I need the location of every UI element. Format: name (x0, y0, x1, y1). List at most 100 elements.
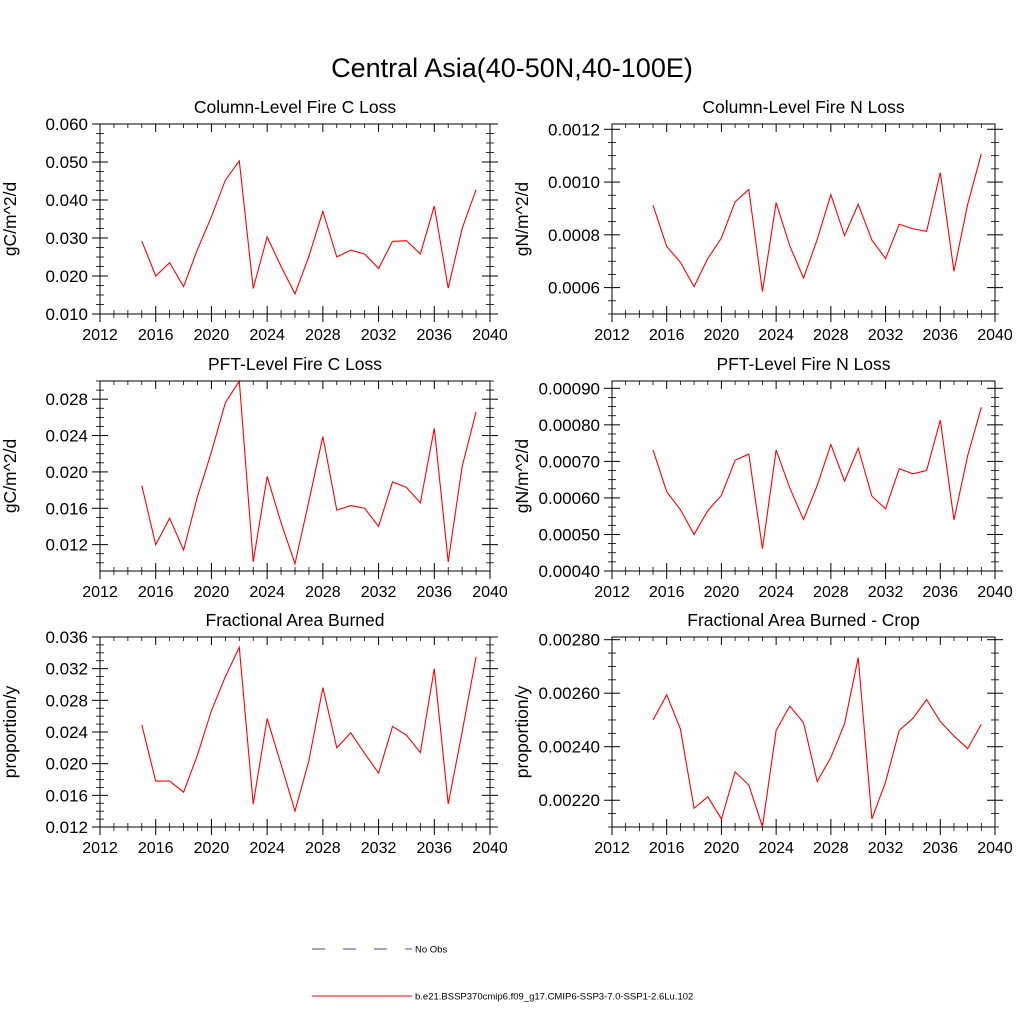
x-tick-label: 2020 (704, 584, 740, 601)
y-tick-label: 0.016 (45, 499, 88, 518)
plot-frame (611, 123, 996, 315)
panel-title: Fractional Area Burned (206, 610, 385, 630)
y-axis-label: gN/m^2/d (512, 439, 532, 513)
series-line (652, 407, 982, 549)
chart-panel-2: Column-Level Fire N Loss gN/m^2/d 2012 2016… (512, 97, 1013, 344)
plot-frame (99, 380, 491, 572)
x-tick-label: 2024 (249, 840, 285, 857)
x-tick-label: 2012 (594, 327, 630, 344)
y-tick-label: 0.028 (45, 390, 88, 409)
y-tick-label: 0.012 (45, 818, 88, 837)
y-tick-label: 0.032 (45, 660, 88, 679)
x-tick-label: 2040 (472, 584, 508, 601)
x-tick-label: 2036 (416, 584, 452, 601)
y-tick-label: 0.00260 (539, 684, 600, 703)
panel-title: Column-Level Fire C Loss (194, 97, 397, 117)
x-tick-label: 2020 (194, 584, 230, 601)
x-tick-label: 2016 (138, 840, 174, 857)
panel-title: Column-Level Fire N Loss (702, 97, 905, 117)
x-tick-label: 2040 (977, 327, 1013, 344)
x-tick-label: 2036 (922, 327, 958, 344)
plot-frame (99, 123, 491, 315)
x-tick-label: 2016 (138, 584, 174, 601)
panel-title: PFT-Level Fire N Loss (716, 354, 890, 374)
x-tick-label: 2040 (977, 584, 1013, 601)
x-tick-label: 2028 (813, 840, 849, 857)
y-tick-label: 0.00070 (539, 452, 600, 471)
y-tick-label: 0.00040 (539, 562, 600, 581)
y-tick-label: 0.040 (45, 191, 88, 210)
series-line (141, 379, 477, 566)
chart-panel-6: Fractional Area Burned - Crop proportion/… (512, 610, 1013, 857)
x-tick-label: 2036 (416, 327, 452, 344)
y-tick-label: 0.024 (45, 427, 88, 446)
series-line (141, 159, 477, 296)
x-tick-label: 2020 (704, 327, 740, 344)
y-tick-label: 0.00280 (539, 631, 600, 650)
series-line (652, 153, 982, 292)
chart-panel-5: Fractional Area Burned proportion/y 2012 20… (0, 610, 508, 857)
x-tick-label: 2028 (813, 584, 849, 601)
panels: Column-Level Fire C Loss gC/m^2/d 2012 2016… (0, 97, 1013, 857)
y-axis-label: proportion/y (512, 686, 532, 779)
x-tick-label: 2012 (594, 584, 630, 601)
x-tick-label: 2040 (977, 840, 1013, 857)
x-tick-label: 2028 (305, 327, 341, 344)
x-tick-label: 2012 (82, 840, 118, 857)
y-tick-label: 0.0012 (548, 120, 600, 139)
y-tick-label: 0.020 (45, 755, 88, 774)
x-tick-label: 2028 (813, 327, 849, 344)
x-tick-label: 2032 (361, 584, 397, 601)
y-tick-label: 0.024 (45, 723, 88, 742)
x-tick-label: 2024 (758, 840, 794, 857)
x-tick-label: 2040 (472, 327, 508, 344)
x-tick-label: 2024 (758, 584, 794, 601)
x-tick-label: 2016 (649, 840, 685, 857)
x-tick-label: 2036 (922, 840, 958, 857)
plot-frame (611, 636, 996, 828)
series-line (652, 657, 982, 827)
y-axis-label: gC/m^2/d (0, 439, 20, 513)
x-tick-label: 2024 (249, 327, 285, 344)
x-tick-label: 2016 (138, 327, 174, 344)
chart-panel-1: Column-Level Fire C Loss gC/m^2/d 2012 2016… (0, 97, 508, 344)
y-tick-label: 0.050 (45, 153, 88, 172)
y-tick-label: 0.00060 (539, 489, 600, 508)
x-tick-label: 2020 (194, 327, 230, 344)
x-tick-label: 2028 (305, 584, 341, 601)
y-tick-label: 0.030 (45, 229, 88, 248)
y-axis-label: gN/m^2/d (512, 182, 532, 256)
y-axis-label: gC/m^2/d (0, 182, 20, 256)
x-tick-label: 2024 (758, 327, 794, 344)
y-tick-label: 0.00220 (539, 791, 600, 810)
y-tick-label: 0.012 (45, 536, 88, 555)
x-tick-label: 2040 (472, 840, 508, 857)
y-tick-label: 0.00080 (539, 416, 600, 435)
series-line (141, 645, 477, 814)
x-tick-label: 2012 (594, 840, 630, 857)
y-tick-label: 0.036 (45, 628, 88, 647)
x-tick-label: 2036 (922, 584, 958, 601)
y-tick-label: 0.00090 (539, 379, 600, 398)
y-tick-label: 0.0008 (548, 226, 600, 245)
x-tick-label: 2032 (868, 584, 904, 601)
x-tick-label: 2020 (704, 840, 740, 857)
x-tick-label: 2032 (868, 840, 904, 857)
y-tick-label: 0.020 (45, 267, 88, 286)
legend: No Obs b.e21.BSSP370cmip6.f09_g17.CMIP6-S… (312, 945, 693, 1003)
y-tick-label: 0.010 (45, 305, 88, 324)
panel-title: Fractional Area Burned - Crop (687, 610, 919, 630)
legend-label: No Obs (415, 945, 447, 956)
y-tick-label: 0.00050 (539, 525, 600, 544)
x-tick-label: 2032 (361, 327, 397, 344)
chart-panel-3: PFT-Level Fire C Loss gC/m^2/d 2012 2016 202… (0, 354, 508, 601)
legend-label: b.e21.BSSP370cmip6.f09_g17.CMIP6-SSP3-7.… (415, 992, 693, 1003)
y-tick-label: 0.028 (45, 691, 88, 710)
plot-frame (99, 636, 491, 828)
figure-title: Central Asia(40-50N,40-100E) (331, 53, 693, 83)
x-tick-label: 2032 (868, 327, 904, 344)
x-tick-label: 2036 (416, 840, 452, 857)
y-tick-label: 0.00240 (539, 738, 600, 757)
y-tick-label: 0.0010 (548, 173, 600, 192)
